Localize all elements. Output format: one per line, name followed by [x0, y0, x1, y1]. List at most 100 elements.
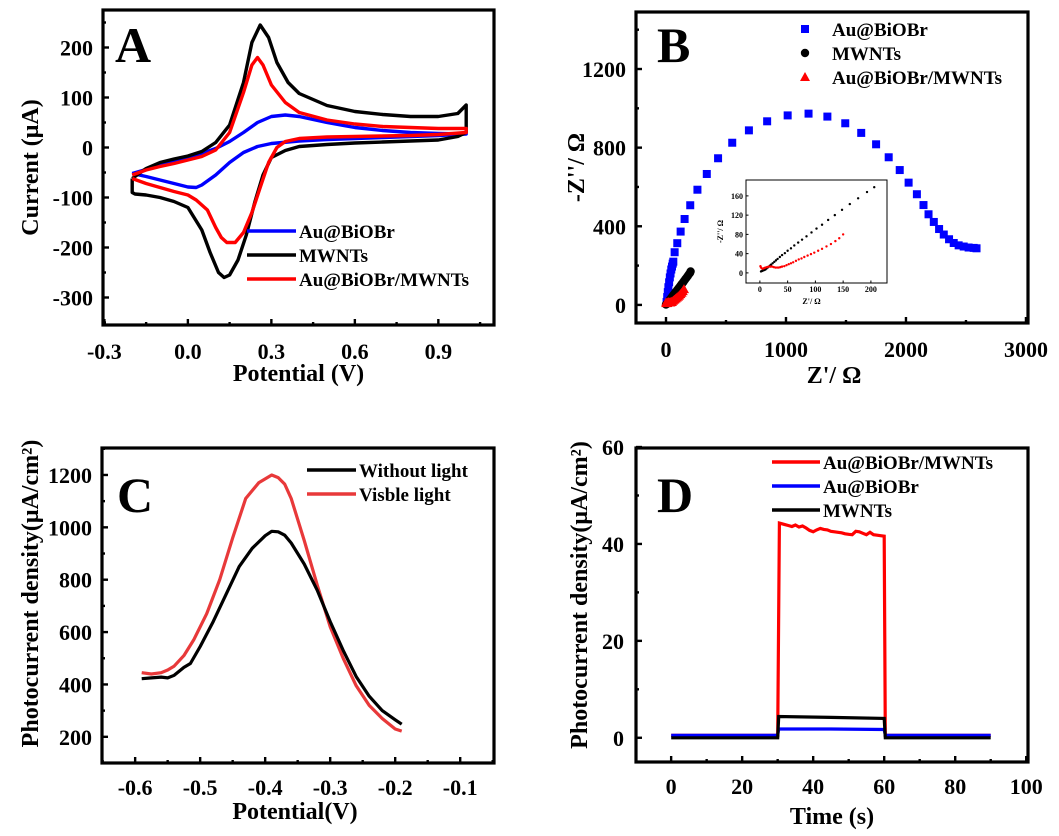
- inset-chart: 0 50 100 150 200 0 40 80 120 160 Z'/ Ω -Z''/ Ω: [716, 179, 888, 306]
- inset-data-point: [873, 186, 876, 189]
- inset-y-tick-label: 0: [739, 269, 743, 278]
- legend-label: MWNTs: [823, 501, 892, 522]
- inset-series-au-biobr-mwnts: [759, 233, 845, 270]
- x-tick-label: 20: [731, 774, 753, 799]
- x-tick-label: 0.3: [258, 339, 286, 364]
- inset-data-point: [789, 262, 793, 265]
- inset-data-point: [805, 235, 808, 238]
- data-point: [912, 190, 921, 199]
- inset-data-point: [825, 245, 828, 248]
- inset-data-point: [783, 251, 787, 255]
- panel-label: C: [117, 467, 153, 523]
- inset-data-point: [774, 266, 777, 269]
- inset-y-tick-label: 120: [731, 211, 743, 220]
- legend-label: Au@BiOBr/MWNTs: [299, 270, 469, 291]
- y-tick-label: 800: [59, 568, 92, 593]
- series-group: [671, 520, 991, 740]
- y-tick-label: 0: [613, 726, 624, 751]
- inset-data-point: [803, 255, 806, 259]
- legend-label: Au@BiOBr: [299, 222, 395, 243]
- y-axis-label: Photocurrent density(μA/cm²): [567, 441, 593, 749]
- x-tick-label: 1000: [764, 337, 808, 362]
- series-line-visble-light: [141, 473, 403, 733]
- data-point: [763, 117, 772, 126]
- y-tick-label: 200: [60, 36, 93, 61]
- legend-marker: [801, 25, 809, 33]
- panel-d-it-chart: 0 20 40 60 80 100 0 20 40 60 D Time (s) Photocurrent…: [567, 435, 1043, 830]
- inset-y-tick-label: 160: [731, 192, 743, 201]
- legend-label: Au@BiOBr/MWNTs: [823, 453, 993, 474]
- x-tick-label: 3000: [1004, 337, 1048, 362]
- y-tick-label: 100: [60, 86, 93, 111]
- data-point: [895, 166, 904, 175]
- y-tick-label: 0: [82, 136, 93, 161]
- inset-data-point: [809, 252, 813, 256]
- y-tick-label: 600: [59, 620, 92, 645]
- legend-label: MWNTs: [299, 246, 368, 267]
- x-axis-label: Z'/ Ω: [807, 363, 862, 389]
- x-tick-label: 0: [660, 337, 671, 362]
- data-point: [804, 109, 813, 118]
- legend-marker: [800, 72, 810, 81]
- inset-data-point: [815, 227, 818, 230]
- x-axis-label: Time (s): [790, 804, 874, 830]
- data-point: [935, 225, 944, 234]
- y-tick-label: 400: [593, 214, 626, 239]
- inset-data-point: [820, 247, 824, 251]
- data-point: [857, 128, 866, 137]
- x-tick-label: -0.3: [313, 775, 348, 800]
- inset-data-point: [774, 259, 778, 262]
- x-tick-label: -0.5: [183, 775, 218, 800]
- inset-data-point: [775, 266, 779, 269]
- inset-data-point: [816, 249, 820, 252]
- x-tick-label: 100: [1010, 774, 1043, 799]
- data-point: [954, 241, 963, 250]
- data-point: [693, 185, 702, 194]
- legend-label: Visble light: [359, 485, 451, 506]
- series-au-biobr: [662, 109, 981, 306]
- data-point: [939, 230, 948, 239]
- data-point: [949, 238, 958, 247]
- inset-x-tick-label: 200: [865, 285, 877, 294]
- data-point: [670, 248, 679, 257]
- data-point: [972, 244, 981, 253]
- x-tick-label: 0.6: [341, 339, 369, 364]
- inset-data-point: [773, 260, 776, 264]
- data-point: [783, 111, 792, 120]
- y-axis-label: Current (μA): [18, 99, 44, 235]
- legend-label: Without light: [359, 461, 469, 482]
- panel-c-photocurrent-chart: -0.6 -0.5 -0.4 -0.3 -0.2 -0.1 200 400 600 800 1000…: [18, 440, 496, 825]
- y-tick-label: 1000: [48, 515, 92, 540]
- plot-frame: [634, 446, 1030, 764]
- inset-data-point: [800, 257, 803, 260]
- data-point: [669, 257, 678, 266]
- x-tick-label: 0: [666, 774, 677, 799]
- plot-frame: [101, 8, 496, 327]
- series-line-without-light: [141, 529, 403, 726]
- inset-data-point: [826, 218, 830, 222]
- inset-data-point: [834, 239, 837, 243]
- legend: Au@BiOBr MWNTs Au@BiOBr/MWNTs: [247, 222, 469, 291]
- x-tick-label: -0.1: [443, 775, 478, 800]
- inset-data-point: [778, 255, 782, 259]
- y-tick-label: 20: [602, 629, 624, 654]
- inset-data-point: [794, 259, 798, 263]
- x-axis-label: Potential (V): [233, 361, 364, 387]
- data-point: [673, 239, 682, 248]
- series-line-mwnts: [671, 714, 991, 740]
- inset-data-point: [789, 247, 793, 250]
- data-point: [904, 178, 913, 187]
- inset-x-tick-label: 50: [784, 285, 792, 294]
- y-tick-label: -200: [53, 236, 93, 261]
- inset-data-point: [865, 190, 869, 194]
- inset-x-axis-label: Z'/ Ω: [802, 297, 821, 306]
- y-tick-label: 60: [602, 435, 624, 460]
- inset-data-point: [785, 263, 788, 267]
- data-point: [664, 283, 673, 292]
- inset-data-point: [840, 208, 844, 212]
- inset-data-point: [829, 242, 833, 246]
- x-tick-label: -0.6: [118, 775, 153, 800]
- series-line-au-biobr: [131, 113, 468, 190]
- legend: Au@BiOBr/MWNTs Au@BiOBr MWNTs: [772, 453, 993, 522]
- series-group: [141, 473, 403, 733]
